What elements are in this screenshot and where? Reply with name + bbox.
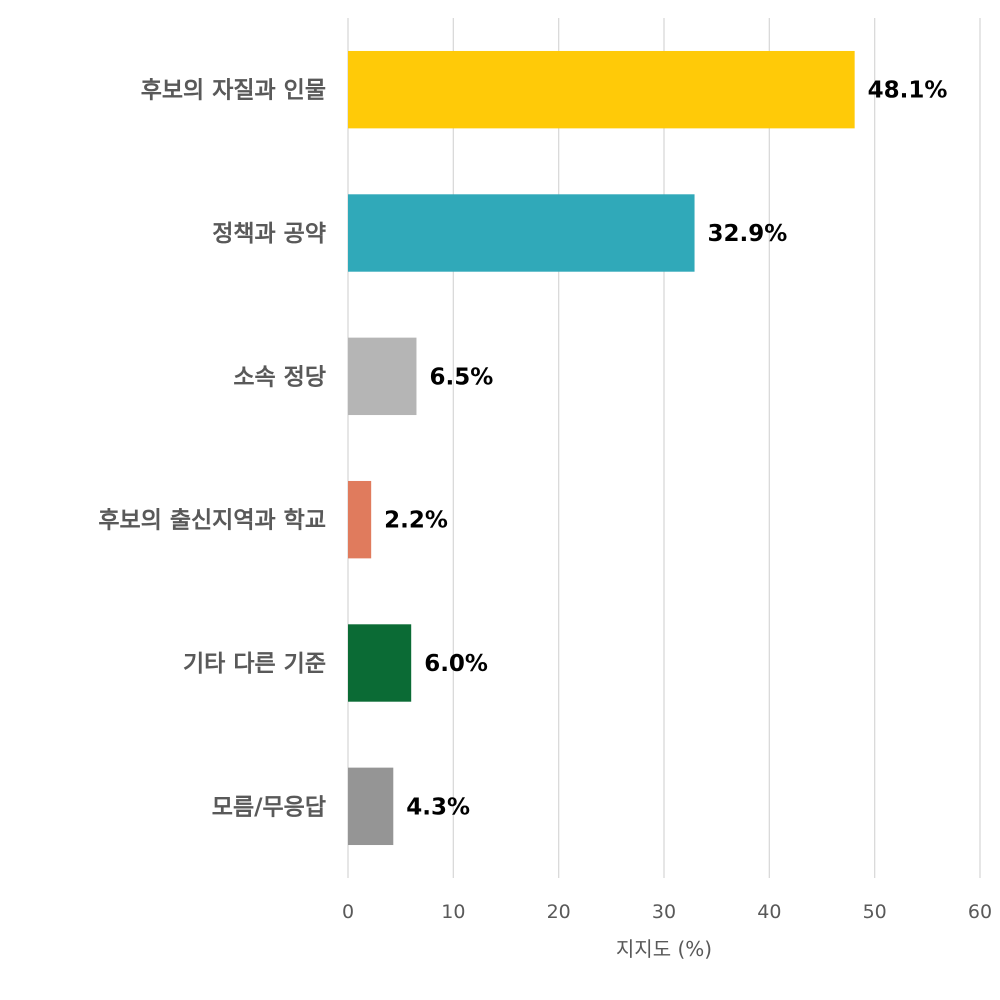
data-label: 6.5%: [429, 364, 493, 390]
bar: [348, 480, 372, 559]
category-label: 후보의 출신지역과 학교: [98, 508, 326, 534]
x-axis-title: 지지도 (%): [616, 937, 712, 961]
data-label: 48.1%: [868, 78, 948, 104]
x-tick-label: 40: [757, 901, 781, 923]
bars: [348, 50, 855, 846]
category-label: 소속 정당: [233, 364, 326, 390]
data-label: 2.2%: [384, 508, 448, 534]
bar: [348, 337, 417, 416]
x-tick-labels: 0 10 20 30 40 50 60: [342, 901, 992, 923]
category-label: 기타 다른 기준: [183, 651, 326, 677]
data-label: 4.3%: [406, 794, 470, 820]
category-label: 후보의 자질과 인물: [141, 78, 326, 104]
x-tick-label: 30: [652, 901, 676, 923]
data-label: 32.9%: [708, 221, 788, 247]
bar: [348, 194, 695, 272]
x-tick-label: 60: [968, 901, 992, 923]
x-tick-label: 20: [547, 901, 571, 923]
x-tick-label: 10: [441, 901, 465, 923]
x-tick-label: 0: [342, 901, 354, 923]
gridlines: [347, 18, 981, 878]
category-label: 정책과 공약: [212, 221, 326, 247]
category-label: 모름/무응답: [212, 794, 326, 820]
data-label: 6.0%: [424, 651, 488, 677]
value-labels: 48.1% 32.9% 6.5% 2.2% 6.0% 4.3%: [384, 78, 947, 821]
bar: [348, 767, 394, 846]
bar: [348, 50, 855, 129]
bar: [348, 624, 412, 702]
x-tick-label: 50: [863, 901, 887, 923]
